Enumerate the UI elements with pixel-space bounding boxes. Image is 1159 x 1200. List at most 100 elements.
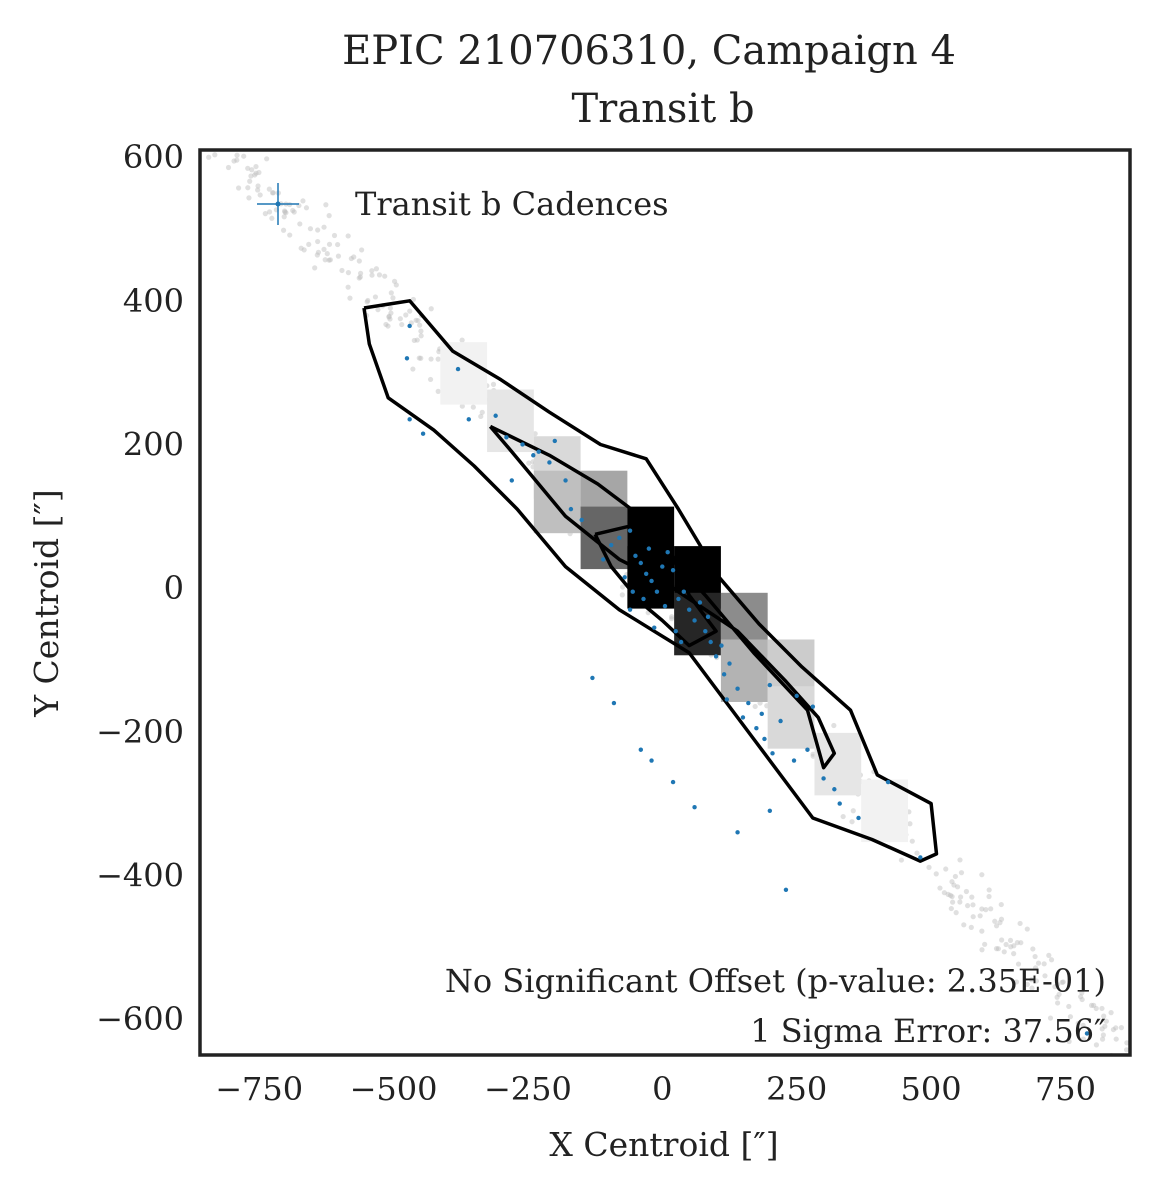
background-point	[427, 376, 434, 383]
background-point	[937, 885, 943, 891]
cadence-point	[536, 449, 541, 454]
background-point	[953, 910, 959, 916]
cadence-point	[509, 478, 514, 483]
background-point	[269, 190, 276, 196]
cadence-points	[404, 323, 1090, 1036]
background-point	[1118, 1025, 1125, 1031]
histogram-bin	[767, 686, 815, 749]
background-point	[943, 866, 949, 872]
background-point	[435, 356, 441, 362]
cadence-point	[778, 718, 783, 724]
background-point	[752, 703, 758, 710]
cadence-point	[670, 779, 676, 785]
background-point	[619, 584, 626, 590]
cadence-point	[455, 366, 461, 372]
chart-title: EPIC 210706310, Campaign 4	[342, 28, 956, 74]
background-point	[331, 232, 338, 239]
background-point	[1075, 1020, 1081, 1026]
background-point	[1110, 1026, 1117, 1033]
y-tick-label: 400	[123, 282, 184, 320]
histogram-bin	[440, 342, 488, 405]
y-axis-label: Y Centroid [″]	[27, 489, 66, 717]
cadence-point	[646, 546, 652, 551]
background-point	[1041, 961, 1047, 967]
background-point	[998, 916, 1005, 922]
background-point	[1140, 1065, 1145, 1070]
background-point	[364, 299, 370, 305]
background-point	[357, 274, 363, 280]
background-point	[831, 722, 837, 729]
background-point	[205, 124, 210, 129]
background-point	[1047, 1015, 1054, 1021]
background-point	[375, 307, 381, 313]
cadence-point	[721, 672, 727, 677]
cadence-point	[697, 600, 703, 605]
cadence-point	[617, 535, 622, 541]
legend-marker	[257, 183, 299, 225]
background-point	[410, 366, 416, 372]
background-point	[345, 233, 351, 239]
cadence-point	[885, 779, 891, 785]
cadence-point	[770, 751, 775, 756]
background-point	[403, 312, 409, 318]
background-point	[335, 241, 341, 248]
sigma-annotation: 1 Sigma Error: 37.56″	[750, 1012, 1106, 1050]
cadence-point	[713, 654, 719, 659]
cadence-point	[918, 855, 923, 860]
background-point	[386, 313, 392, 319]
y-tick-label: 200	[123, 425, 184, 463]
background-point	[246, 195, 252, 201]
background-point	[252, 172, 258, 178]
background-point	[1101, 1013, 1107, 1019]
background-point	[1113, 1036, 1119, 1042]
background-point	[1030, 946, 1036, 952]
background-point	[998, 901, 1004, 908]
background-point	[212, 129, 217, 134]
cadence-point	[622, 575, 627, 580]
background-point	[986, 893, 992, 900]
background-point	[1056, 991, 1062, 997]
histogram-bin	[720, 639, 768, 702]
background-point	[1054, 1000, 1061, 1006]
background-point	[1008, 944, 1014, 950]
background-point	[470, 404, 476, 410]
background-point	[669, 614, 675, 620]
background-point	[949, 893, 955, 900]
background-point	[200, 135, 205, 140]
background-point	[187, 81, 192, 86]
cadence-point	[609, 542, 614, 548]
cadence-point	[791, 758, 797, 763]
background-point	[849, 819, 855, 825]
background-point	[1127, 1059, 1132, 1064]
background-point	[1103, 1018, 1109, 1024]
background-point	[997, 920, 1003, 926]
x-tick-label: 250	[766, 1070, 827, 1108]
cadence-point	[837, 801, 842, 806]
cadence-point	[724, 697, 730, 702]
offset-annotation: No Significant Offset (p-value: 2.35E-01…	[445, 962, 1106, 1000]
x-tick-label: −250	[484, 1070, 572, 1108]
background-point	[297, 221, 303, 227]
background-point	[387, 305, 393, 311]
background-point	[413, 317, 419, 323]
background-point	[1080, 1022, 1086, 1028]
background-point	[359, 247, 365, 253]
background-point	[326, 241, 333, 247]
cadence-point	[686, 607, 692, 612]
background-point	[382, 273, 388, 279]
background-point	[257, 192, 263, 198]
background-point	[428, 356, 434, 362]
background-point	[810, 751, 816, 757]
x-tick-label: −750	[215, 1070, 303, 1108]
background-point	[979, 906, 985, 912]
chart-subtitle: Transit b	[571, 86, 754, 132]
background-point	[947, 892, 954, 898]
background-point	[1007, 937, 1014, 944]
background-point	[314, 252, 320, 258]
background-point	[306, 241, 312, 248]
background-point	[1018, 940, 1024, 946]
y-tick-label: 0	[164, 569, 184, 607]
background-point	[323, 202, 329, 208]
background-point	[1079, 996, 1085, 1003]
background-point	[840, 813, 846, 820]
